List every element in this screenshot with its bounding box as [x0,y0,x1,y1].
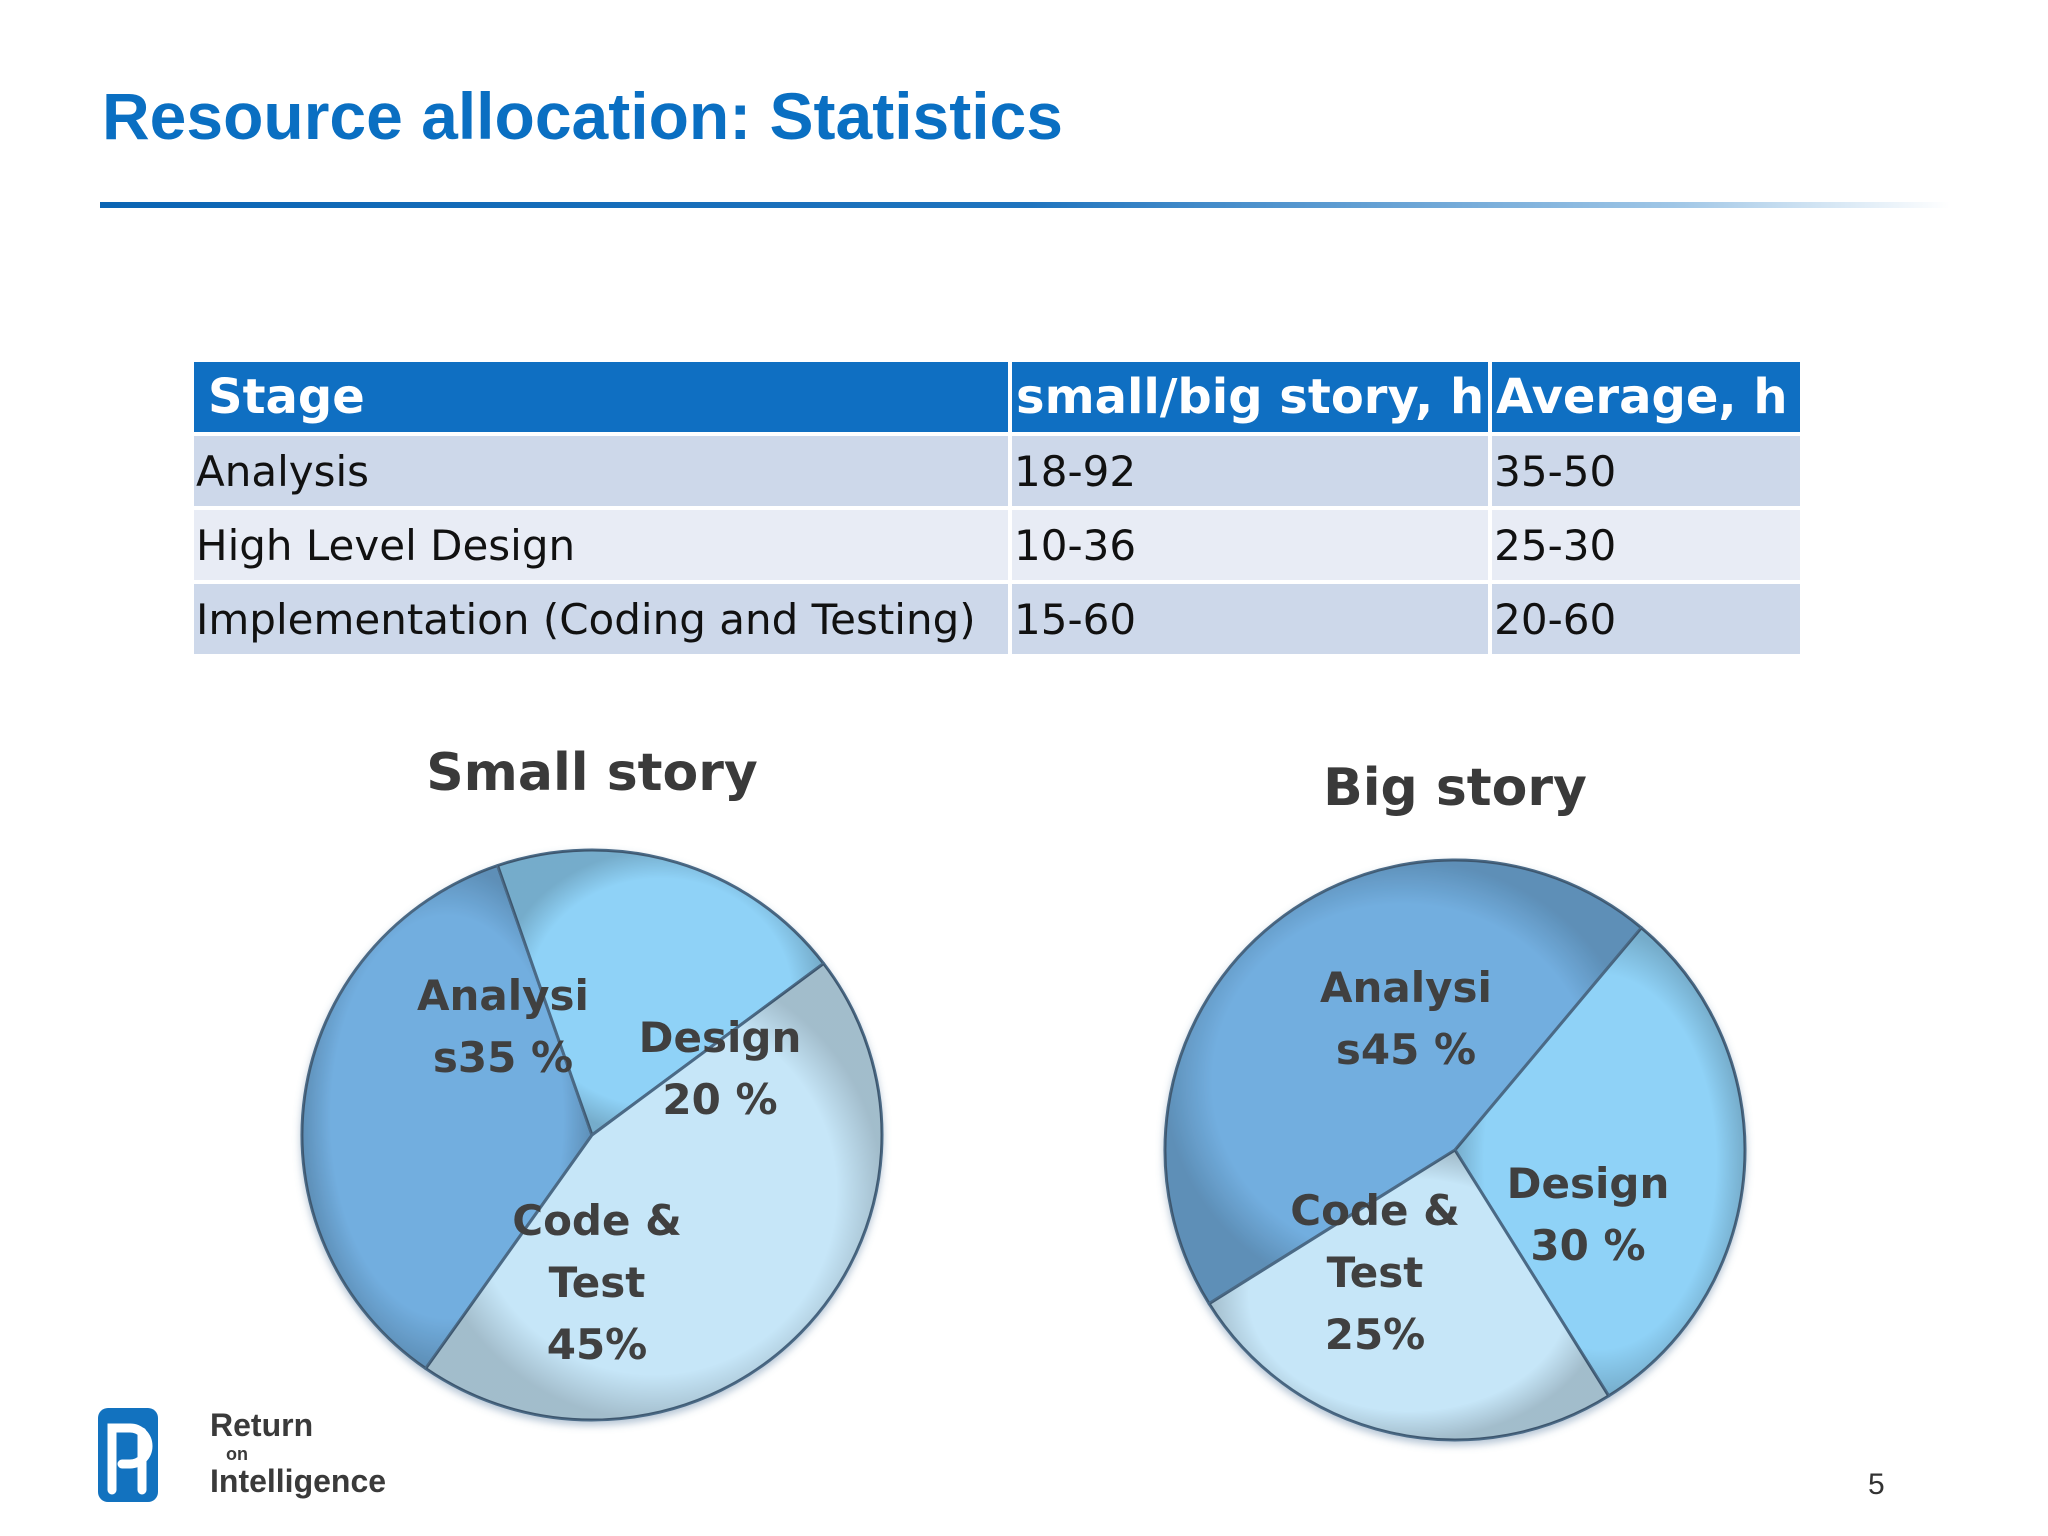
slice-label-line: 20 % [662,1075,777,1124]
cell-stage: Implementation (Coding and Testing) [194,584,1008,654]
slice-label-line: Design [1507,1159,1670,1208]
table-row: Analysis 18-92 35-50 [194,436,1801,506]
cell-story-hours: 10-36 [1012,510,1489,580]
slice-label: Code & Test 25% [1290,1186,1459,1359]
pie-slice-shade [497,849,824,1135]
cell-stage: Analysis [194,436,1008,506]
slice-label-line: Analysi [417,971,589,1020]
slice-label-line: Code & [512,1196,681,1245]
slice-label: Analysi s35 % [417,971,589,1082]
cell-average-hours: 35-50 [1492,436,1801,506]
slice-label-line: s35 % [433,1033,573,1082]
header-stage: Stage [194,362,1008,432]
pie-chart-small-story [300,848,884,1422]
slice-label-line: Analysi [1320,963,1492,1012]
cell-average-hours: 25-30 [1492,510,1801,580]
pie-slice-shade [1164,859,1642,1304]
slice-label-line: 30 % [1530,1221,1645,1270]
slide-title: Resource allocation: Statistics [102,79,1063,153]
header-story-hours: small/big story, h [1012,362,1489,432]
page-number: 5 [1868,1468,1885,1501]
slice-label-line: s45 % [1336,1025,1476,1074]
slice-label: Code & Test 45% [512,1196,681,1369]
cell-stage: High Level Design [194,510,1008,580]
slice-label-line: Design [639,1013,802,1062]
pie-slice-shade [1209,1150,1609,1440]
table-header-row: Stage small/big story, h Average, h [194,362,1801,432]
pie-slice-shade [425,963,882,1421]
pie-chart-big-story [1163,858,1747,1442]
slice-label-line: Code & [1290,1186,1459,1235]
pie-slice-shade [1455,927,1746,1396]
chart-title: Big story [1323,758,1587,818]
stats-table: Stage small/big story, h Average, h Anal… [190,358,1804,658]
slice-label-line: Test [549,1258,646,1307]
slice-label: Design 20 % [639,1013,802,1124]
slice-label: Analysi s45 % [1320,963,1492,1074]
slice-label: Design 30 % [1507,1159,1670,1270]
pie-slice-shade [301,865,592,1369]
title-divider [100,202,1950,208]
cell-story-hours: 18-92 [1012,436,1489,506]
cell-story-hours: 15-60 [1012,584,1489,654]
table-row: Implementation (Coding and Testing) 15-6… [194,584,1801,654]
slice-label-line: 25% [1325,1310,1426,1359]
table-row: High Level Design 10-36 25-30 [194,510,1801,580]
cell-average-hours: 20-60 [1492,584,1801,654]
slice-label-line: Test [1327,1248,1424,1297]
slice-label-line: 45% [547,1320,648,1369]
header-average-hours: Average, h [1492,362,1801,432]
chart-title: Small story [426,743,758,803]
